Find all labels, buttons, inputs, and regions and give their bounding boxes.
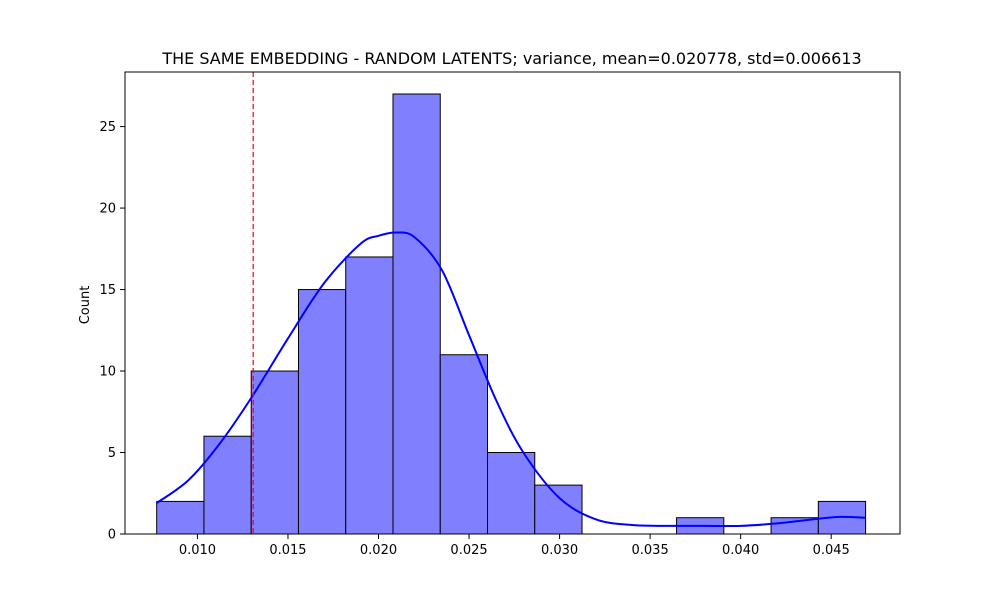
y-axis-label: Count [78,286,93,325]
x-tick-label: 0.040 [722,543,759,558]
histogram-bar [392,93,441,535]
histogram-bar [345,256,394,535]
x-tick-label: 0.030 [541,543,578,558]
histogram-bar [439,354,489,535]
x-tick-label: 0.035 [632,543,669,558]
x-tick-label: 0.025 [450,543,487,558]
y-tick-label: 15 [99,283,116,298]
histogram-bar [156,500,205,535]
histogram-bar [203,435,252,535]
x-axis-ticks: 0.010 0.015 0.020 0.025 0.030 0.035 0.040 0.045 [179,534,850,558]
plot-frame [124,71,901,535]
histogram-bar [297,289,347,535]
x-tick-label: 0.020 [360,543,397,558]
histogram-bars [156,93,867,535]
y-tick-label: 10 [99,365,116,380]
x-tick-label: 0.045 [813,543,850,558]
y-tick-label: 25 [99,120,116,135]
y-axis-ticks: 0 5 10 15 20 25 [99,120,125,543]
y-tick-label: 0 [108,528,116,543]
y-tick-label: 20 [99,202,116,217]
x-tick-label: 0.015 [269,543,306,558]
chart-title: THE SAME EMBEDDING - RANDOM LATENTS; var… [161,49,861,68]
histogram-bar [250,370,299,535]
kde-curve [156,231,866,528]
y-tick-label: 5 [108,446,116,461]
x-tick-label: 0.010 [179,543,216,558]
histogram-bar [487,452,536,535]
